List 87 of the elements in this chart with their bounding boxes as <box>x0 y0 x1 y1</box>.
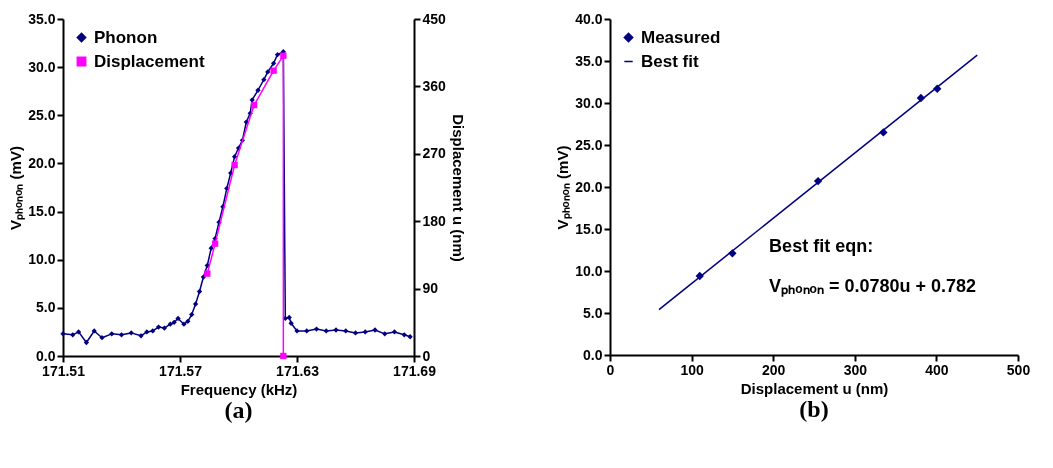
point <box>189 311 195 318</box>
point <box>313 326 320 332</box>
y-tick-label: 30.0 <box>28 58 56 75</box>
point <box>879 128 888 137</box>
point <box>128 330 134 336</box>
point <box>813 176 823 186</box>
point <box>155 324 162 330</box>
y-tick-label: 5.0 <box>583 304 603 321</box>
point <box>382 331 388 337</box>
point <box>280 352 287 360</box>
x-tick-label: 0 <box>606 361 615 378</box>
x-tick-label: 200 <box>762 361 786 378</box>
point <box>204 270 211 277</box>
point <box>231 161 238 169</box>
text: (b) <box>799 396 829 422</box>
y-tick-label: 10.0 <box>28 251 56 268</box>
y-tick-label: 0.0 <box>583 346 603 363</box>
point <box>407 334 413 340</box>
y-tick-label: 40.0 <box>575 10 603 27</box>
x-axis-title: Displacement u (nm) <box>740 379 889 397</box>
text: (a) <box>224 397 253 423</box>
y-tick-label: 15.0 <box>575 220 603 237</box>
y2-tick-label: 270 <box>422 145 447 162</box>
y-tick-label: 20.0 <box>28 154 56 171</box>
y-tick-label: 0.0 <box>36 347 56 364</box>
point <box>916 93 926 103</box>
point <box>185 318 191 324</box>
point <box>109 331 115 337</box>
y-tick-label: 20.0 <box>575 178 603 195</box>
point <box>200 274 207 280</box>
point <box>401 332 407 338</box>
point <box>933 84 942 93</box>
y-tick-label: 35.0 <box>28 10 56 27</box>
x-tick-label: 171.63 <box>276 362 320 379</box>
point <box>288 320 294 326</box>
point <box>196 288 203 295</box>
point <box>231 154 238 160</box>
legend-label: Best fit <box>641 51 699 71</box>
y2-tick-label: 180 <box>422 212 447 229</box>
y-tick-label: 10.0 <box>575 262 603 279</box>
point <box>192 301 199 307</box>
y-tick-label: 30.0 <box>575 94 603 111</box>
y2-tick-label: 0 <box>422 347 431 364</box>
point <box>261 77 267 83</box>
legend-label: Phonon <box>94 27 158 47</box>
x-axis-title: Frequency (kHz) <box>180 380 298 398</box>
point <box>250 101 258 109</box>
x-tick-label: 171.51 <box>42 362 86 379</box>
legend-label: Measured <box>641 27 721 47</box>
y-tick-label: 25.0 <box>28 106 56 123</box>
point <box>70 332 76 338</box>
point <box>280 52 287 59</box>
y2-tick-label: 450 <box>422 10 447 27</box>
y-axis-title: Vₚₕₒₙₒₙ (mV) <box>554 145 573 230</box>
y2-axis-title: Displacement u (nm) <box>449 114 467 262</box>
point <box>211 240 219 247</box>
point <box>161 325 168 331</box>
x-tick-label: 100 <box>680 361 704 378</box>
y-tick-label: 15.0 <box>28 203 56 220</box>
y-axis-title: Vₚₕₒₙₒₙ (mV) <box>7 146 26 230</box>
x-tick-label: 500 <box>1006 361 1031 378</box>
x-tick-label: 171.69 <box>393 362 437 379</box>
x-tick-label: 171.57 <box>159 362 203 379</box>
point <box>75 329 82 335</box>
point <box>175 315 181 322</box>
point <box>286 314 292 321</box>
point <box>167 321 173 327</box>
annotation: Best fit eqn: <box>769 236 874 257</box>
y-tick-label: 35.0 <box>575 52 603 69</box>
point <box>728 249 737 258</box>
annotation: Vₚₕₒₙₒₙ = 0.0780u + 0.782 <box>769 276 977 298</box>
point <box>118 332 125 338</box>
x-tick-label: 400 <box>925 361 949 378</box>
point <box>270 67 277 74</box>
point <box>391 329 398 335</box>
y2-tick-label: 360 <box>422 77 447 94</box>
legend-label: Displacement <box>94 51 205 71</box>
x-tick-label: 300 <box>843 361 868 378</box>
point <box>695 271 704 281</box>
y-tick-label: 5.0 <box>36 299 56 316</box>
point <box>83 339 90 346</box>
y-tick-label: 25.0 <box>575 136 603 153</box>
point <box>352 330 359 336</box>
point <box>274 51 281 58</box>
point <box>171 319 177 325</box>
y2-tick-label: 90 <box>422 280 439 297</box>
point <box>270 60 277 66</box>
